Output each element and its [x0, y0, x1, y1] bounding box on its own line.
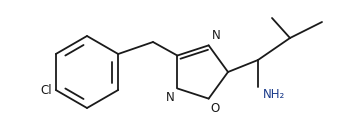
Text: N: N — [211, 29, 221, 42]
Text: Cl: Cl — [40, 83, 52, 97]
Text: N: N — [165, 91, 174, 104]
Text: O: O — [211, 102, 220, 115]
Text: NH₂: NH₂ — [263, 89, 285, 102]
